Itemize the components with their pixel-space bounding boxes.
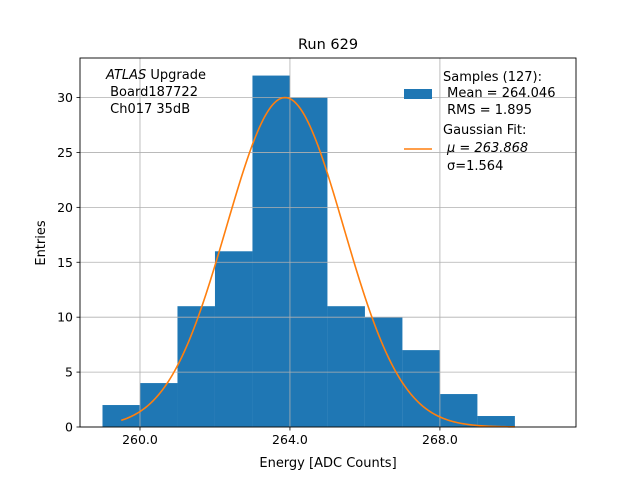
histogram-bar: [177, 306, 215, 427]
gaussian-fit-line: [120, 96, 515, 428]
y-tick-label: 20: [57, 200, 73, 215]
atlas-annotation: ATLAS Upgrade Board187722 Ch017 35dB: [105, 68, 206, 117]
y-tick-label: 15: [57, 255, 73, 270]
atlas-label: ATLAS: [105, 68, 146, 83]
upgrade-label: Upgrade: [146, 68, 206, 83]
y-tick-label: 10: [57, 310, 73, 325]
legend-hist-patch: [404, 89, 432, 99]
histogram-bar: [252, 75, 290, 428]
legend-hist-title: Samples (127):: [443, 70, 542, 85]
histogram-bar: [102, 405, 140, 427]
y-axis-label: Entries: [34, 220, 49, 266]
x-tick-label: 260.0: [122, 432, 158, 447]
legend-fit-title: Gaussian Fit:: [443, 123, 526, 138]
channel-label: Ch017 35dB: [106, 102, 190, 117]
histogram-bar: [402, 350, 440, 427]
board-label: Board187722: [106, 85, 198, 100]
legend-mu: μ = 263.868: [446, 141, 528, 156]
histogram-bar: [439, 394, 478, 427]
svg-text:ATLAS Upgrade: ATLAS Upgrade: [105, 68, 206, 83]
legend-sigma: σ=1.564: [447, 159, 503, 174]
x-axis-label: Energy [ADC Counts]: [259, 456, 396, 471]
plot-frame: [79, 57, 577, 428]
x-tick-label: 264.0: [272, 432, 308, 447]
histogram-bar: [139, 383, 178, 427]
y-tick-label: 25: [57, 145, 73, 160]
legend-mean: Mean = 264.046: [443, 86, 555, 101]
histogram-bar: [477, 416, 515, 427]
y-tick-label: 5: [65, 365, 73, 380]
y-tick-label: 0: [65, 420, 73, 435]
histogram-bar: [214, 251, 253, 427]
histogram-bar: [327, 306, 365, 427]
legend: Samples (127): Mean = 264.046 RMS = 1.89…: [404, 70, 555, 174]
y-tick-label: 30: [57, 90, 73, 105]
chart-title: Run 629: [298, 37, 358, 53]
legend-rms: RMS = 1.895: [443, 103, 532, 118]
x-tick-label: 268.0: [422, 432, 458, 447]
